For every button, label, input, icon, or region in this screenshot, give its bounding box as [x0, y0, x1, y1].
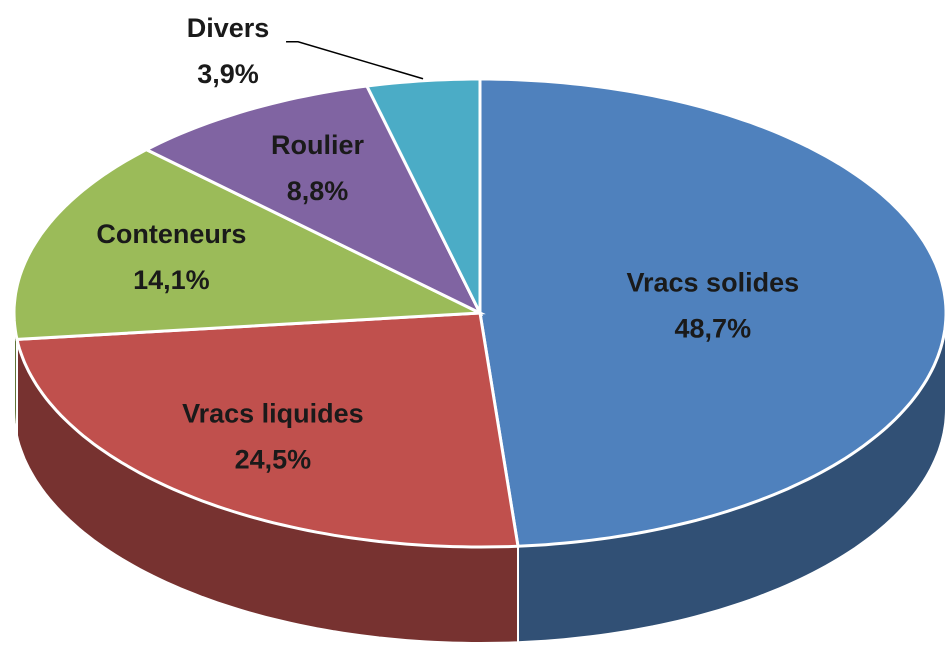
slice [478, 77, 948, 548]
slice-value-label: 8,8% [287, 176, 349, 206]
slice [15, 311, 520, 549]
slice-label: Divers [187, 13, 270, 43]
slice-value-label: 3,9% [197, 59, 259, 89]
slice-label: Roulier [271, 130, 365, 160]
leader-line [286, 41, 424, 80]
slice-value-label: 48,7% [675, 313, 752, 343]
slice [142, 84, 484, 317]
slice-label: Vracs liquides [182, 399, 364, 429]
slice [364, 77, 482, 314]
slice-label: Vracs solides [626, 267, 799, 297]
slice [12, 147, 486, 341]
slice-value-label: 14,1% [133, 265, 210, 295]
slice-value-label: 24,5% [235, 445, 312, 475]
slice-label: Conteneurs [96, 219, 246, 249]
